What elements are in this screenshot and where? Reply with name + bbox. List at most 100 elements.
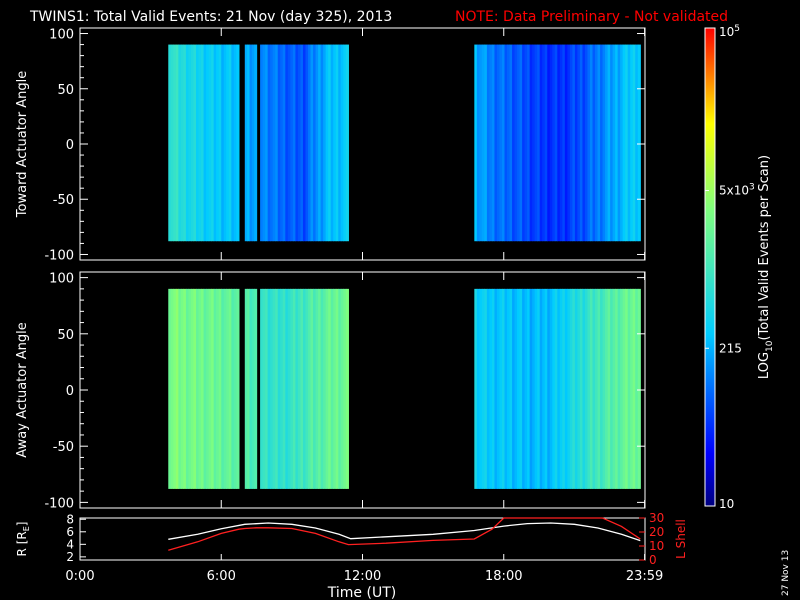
- heatmap-column: [559, 288, 563, 489]
- heatmap-column: [185, 44, 190, 242]
- heatmap-column: [552, 288, 556, 489]
- heatmap-column: [577, 44, 581, 242]
- heatmap-column: [297, 288, 302, 489]
- heatmap-column: [524, 44, 528, 242]
- heatmap-column: [542, 44, 546, 242]
- toward-panel-ylabel: Toward Actuator Angle: [15, 71, 30, 218]
- heatmap-column: [305, 288, 309, 489]
- heatmap-column: [534, 44, 538, 242]
- heatmap-column: [275, 44, 279, 242]
- heatmap-column: [529, 44, 533, 242]
- heatmap-column: [233, 44, 237, 242]
- heatmap-column: [247, 288, 251, 489]
- heatmap-column: [522, 44, 526, 242]
- heatmap-column: [333, 288, 337, 489]
- heatmap-column: [345, 288, 349, 489]
- heatmap-column: [579, 288, 584, 489]
- heatmap-column: [282, 288, 286, 489]
- heatmap-column: [265, 288, 269, 489]
- heatmap-column: [318, 44, 322, 242]
- heatmap-column: [236, 288, 240, 489]
- away-panel-data: [168, 288, 641, 489]
- time-tick-label: 12:00: [344, 569, 381, 584]
- heatmap-column: [292, 44, 296, 242]
- heatmap-column: [175, 44, 179, 242]
- figure-title: TWINS1: Total Valid Events: 21 Nov (day …: [29, 9, 392, 25]
- heatmap-column: [529, 288, 533, 489]
- heatmap-column: [496, 288, 501, 489]
- heatmap-column: [308, 44, 312, 242]
- heatmap-column: [610, 44, 614, 242]
- heatmap-column: [610, 288, 614, 489]
- heatmap-column: [320, 288, 324, 489]
- heatmap-column: [534, 288, 538, 489]
- heatmap-column: [557, 288, 561, 489]
- heatmap-column: [562, 288, 566, 489]
- heatmap-column: [287, 288, 291, 489]
- orbit-panel-lines: [168, 517, 641, 551]
- heatmap-column: [617, 44, 621, 242]
- heatmap-column: [260, 44, 264, 242]
- heatmap-column: [249, 44, 253, 242]
- y-tick-label: -100: [44, 496, 74, 511]
- heatmap-column: [287, 44, 291, 242]
- heatmap-column: [481, 44, 485, 242]
- heatmap-column: [514, 288, 518, 489]
- heatmap-column: [501, 288, 506, 489]
- heatmap-column: [494, 44, 498, 242]
- heatmap-column: [514, 44, 518, 242]
- heatmap-column: [168, 288, 172, 489]
- heatmap-column: [213, 44, 217, 242]
- heatmap-column: [216, 288, 220, 489]
- heatmap-column: [221, 44, 225, 242]
- heatmap-column: [178, 44, 182, 242]
- heatmap-column: [340, 288, 344, 489]
- heatmap-column: [519, 288, 523, 489]
- heatmap-column: [486, 44, 491, 242]
- heatmap-column: [600, 44, 604, 242]
- heatmap-column: [544, 288, 548, 489]
- heatmap-column: [193, 288, 197, 489]
- heatmap-column: [605, 288, 609, 489]
- y-tick-label: 100: [49, 28, 74, 43]
- heatmap-column: [330, 288, 334, 489]
- heatmap-column: [185, 288, 190, 489]
- heatmap-column: [343, 44, 347, 242]
- heatmap-column: [584, 44, 589, 242]
- heatmap-column: [228, 44, 232, 242]
- heatmap-column: [244, 288, 248, 489]
- heatmap-column: [262, 288, 266, 489]
- heatmap-column: [231, 44, 235, 242]
- heatmap-column: [597, 44, 601, 242]
- heatmap-column: [343, 288, 347, 489]
- heatmap-column: [335, 44, 339, 242]
- heatmap-column: [632, 44, 636, 242]
- time-axis-label: Time (UT): [327, 585, 396, 600]
- heatmap-column: [338, 288, 342, 489]
- heatmap-column: [544, 44, 548, 242]
- lshell-tick-label: 30: [649, 511, 664, 525]
- heatmap-column: [188, 288, 192, 489]
- heatmap-column: [579, 44, 584, 242]
- heatmap-column: [539, 44, 543, 242]
- r-tick-label: 4: [66, 537, 74, 551]
- colorbar-title-sub: 10: [765, 340, 775, 352]
- time-tick-label: 23:59: [626, 569, 663, 584]
- heatmap-column: [302, 44, 307, 242]
- heatmap-column: [313, 44, 317, 242]
- colorbar-tick-label: 105: [719, 24, 740, 39]
- heatmap-column: [193, 44, 197, 242]
- heatmap-column: [328, 44, 332, 242]
- heatmap-column: [496, 44, 501, 242]
- orbit-panel-ylabel-right: L Shell: [674, 519, 688, 559]
- heatmap-column: [183, 288, 187, 489]
- heatmap-column: [637, 288, 641, 489]
- heatmap-column: [290, 44, 294, 242]
- colorbar-tick-label: 5x103: [719, 183, 755, 198]
- heatmap-column: [208, 288, 212, 489]
- heatmap-column: [323, 288, 327, 489]
- heatmap-column: [557, 44, 561, 242]
- heatmap-column: [206, 288, 210, 489]
- heatmap-column: [328, 288, 332, 489]
